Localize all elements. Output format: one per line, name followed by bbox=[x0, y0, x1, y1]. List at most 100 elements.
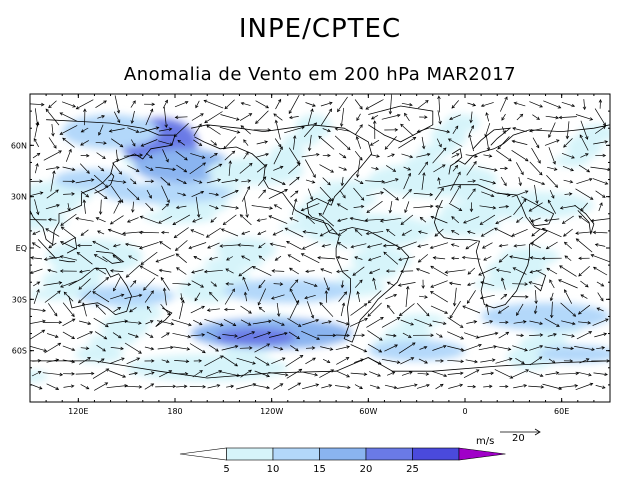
wind-vector bbox=[595, 153, 607, 158]
wind-vector-head bbox=[396, 317, 401, 321]
wind-vector-shaft bbox=[92, 291, 110, 303]
wind-vector-shaft bbox=[155, 254, 175, 263]
wind-vector bbox=[255, 110, 269, 125]
wind-vector-head bbox=[165, 158, 169, 163]
wind-vector-head bbox=[460, 336, 465, 340]
wind-vector bbox=[546, 175, 559, 188]
wind-vector-shaft bbox=[496, 269, 511, 273]
wind-vector-shaft bbox=[563, 179, 573, 183]
wind-vector-head bbox=[184, 100, 189, 105]
wind-vector bbox=[483, 154, 493, 158]
wind-vector-shaft bbox=[386, 371, 395, 376]
wind-vector bbox=[419, 295, 428, 299]
wind-vector bbox=[236, 357, 256, 365]
wind-vector-shaft bbox=[463, 369, 480, 379]
wind-vector-shaft bbox=[205, 370, 222, 378]
wind-vector bbox=[381, 317, 401, 328]
wind-vector-head bbox=[124, 384, 129, 388]
wind-vector bbox=[219, 244, 240, 248]
wind-vector-head bbox=[468, 133, 472, 138]
wind-vector bbox=[511, 139, 528, 145]
wind-vector-shaft bbox=[82, 302, 87, 317]
wind-vector bbox=[354, 178, 364, 184]
wind-vector-head bbox=[590, 254, 595, 258]
wind-vector-head bbox=[182, 192, 187, 197]
wind-vector bbox=[386, 281, 395, 287]
wind-vector bbox=[544, 346, 561, 351]
wind-vector-shaft bbox=[516, 113, 523, 121]
wind-vector-head bbox=[305, 215, 309, 219]
wind-vector bbox=[518, 176, 522, 187]
wind-vector bbox=[432, 256, 446, 260]
wind-vector-head bbox=[571, 155, 575, 159]
wind-vector-shaft bbox=[126, 264, 141, 278]
wind-vector-shaft bbox=[350, 344, 367, 353]
wind-vector bbox=[190, 305, 205, 314]
wind-vector bbox=[545, 115, 560, 120]
wind-vector bbox=[480, 228, 494, 237]
wind-vector bbox=[239, 113, 253, 121]
wind-vector-shaft bbox=[436, 333, 443, 338]
wind-vector bbox=[579, 134, 589, 151]
wind-vector-head bbox=[580, 207, 584, 212]
wind-vector bbox=[191, 190, 205, 198]
wind-vector-head bbox=[455, 125, 459, 130]
wind-vector-head bbox=[466, 300, 471, 304]
wind-vector-head bbox=[488, 154, 493, 158]
wind-vector-shaft bbox=[48, 137, 57, 149]
speed-blob bbox=[430, 124, 467, 149]
wind-vector-head bbox=[265, 105, 270, 109]
wind-vector bbox=[529, 344, 544, 351]
wind-vector-shaft bbox=[494, 227, 513, 238]
wind-vector bbox=[384, 344, 398, 352]
wind-vector-head bbox=[122, 374, 127, 378]
wind-vector-shaft bbox=[177, 192, 186, 196]
wind-vector bbox=[431, 370, 448, 378]
wind-vector-head bbox=[426, 383, 430, 388]
wind-vector-head bbox=[162, 287, 167, 292]
wind-vector-head bbox=[39, 191, 44, 195]
wind-vector-shaft bbox=[258, 189, 266, 199]
wind-vector-head bbox=[489, 320, 494, 324]
wind-vector-shaft bbox=[463, 332, 479, 339]
wind-vector-shaft bbox=[547, 166, 557, 171]
wind-vector-shaft bbox=[562, 215, 574, 224]
wind-vector-shaft bbox=[548, 122, 556, 138]
wind-vector-head bbox=[116, 109, 121, 114]
wind-vector-head bbox=[305, 269, 309, 274]
wind-vector bbox=[590, 218, 610, 223]
wind-vector-head bbox=[150, 179, 155, 184]
wind-vector-shaft bbox=[354, 229, 363, 236]
wind-vector-head bbox=[316, 152, 320, 157]
speed-region bbox=[537, 345, 610, 363]
wind-vector bbox=[400, 357, 415, 365]
wind-vector-head bbox=[226, 257, 230, 261]
wind-vector bbox=[145, 332, 154, 338]
wind-vector bbox=[594, 332, 608, 338]
wind-vector bbox=[252, 266, 272, 276]
wind-vector-shaft bbox=[430, 265, 448, 277]
wind-vector-head bbox=[417, 244, 421, 248]
wind-vector-shaft bbox=[288, 254, 301, 263]
wind-vector-shaft bbox=[430, 216, 448, 224]
wind-vector bbox=[32, 230, 41, 235]
wind-vector-shaft bbox=[452, 125, 459, 134]
wind-vector-shaft bbox=[303, 371, 318, 376]
wind-vector bbox=[273, 383, 284, 390]
wind-vector-head bbox=[234, 344, 239, 349]
wind-vector-shaft bbox=[381, 358, 400, 363]
wind-vector bbox=[31, 242, 41, 249]
wind-vector-shaft bbox=[564, 255, 572, 261]
wind-vector bbox=[305, 102, 316, 107]
wind-vector bbox=[203, 269, 223, 274]
wind-vector-shaft bbox=[139, 241, 159, 249]
wind-vector-head bbox=[60, 226, 65, 230]
wind-vector-shaft bbox=[60, 241, 77, 250]
wind-vector-head bbox=[85, 346, 90, 351]
wind-vector-shaft bbox=[595, 244, 606, 247]
wind-vector-shaft bbox=[416, 303, 430, 317]
wind-vector-shaft bbox=[550, 292, 554, 301]
wind-vector-head bbox=[245, 151, 249, 156]
speed-region bbox=[481, 302, 610, 331]
wind-vector-head bbox=[460, 347, 465, 352]
